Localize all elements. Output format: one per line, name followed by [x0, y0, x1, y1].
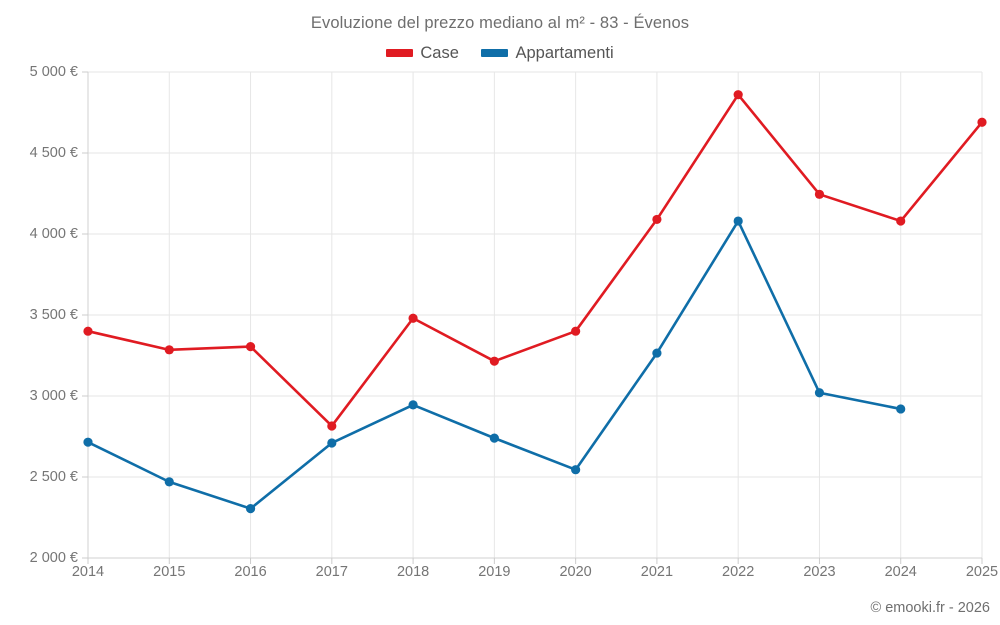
x-axis-tick-label: 2023 — [803, 564, 836, 580]
axis-lines — [82, 71, 983, 564]
data-point-marker[interactable] — [164, 345, 174, 355]
x-axis-tick-label: 2022 — [722, 564, 755, 580]
x-axis-tick-label: 2014 — [71, 564, 105, 580]
data-point-marker[interactable] — [327, 438, 337, 448]
x-axis-tick-label: 2016 — [234, 564, 267, 580]
y-axis-tick-label: 5 000 € — [29, 64, 78, 80]
x-axis-tick-label: 2025 — [965, 564, 999, 580]
data-point-marker[interactable] — [652, 348, 662, 358]
legend-item-appartamenti[interactable]: Appartamenti — [481, 44, 614, 63]
data-point-marker[interactable] — [489, 433, 499, 443]
chart-title: Evoluzione del prezzo mediano al m² - 83… — [310, 14, 690, 32]
y-axis-tick-label: 4 500 € — [29, 145, 78, 161]
data-point-marker[interactable] — [652, 214, 662, 225]
data-point-marker[interactable] — [814, 388, 825, 398]
data-point-marker[interactable] — [245, 503, 256, 514]
x-axis-tick-label: 2018 — [396, 564, 430, 580]
data-point-marker[interactable] — [408, 313, 418, 323]
data-point-marker[interactable] — [814, 189, 825, 199]
copyright-credit: © emooki.fr - 2026 — [870, 600, 990, 616]
y-axis-tick-label: 4 000 € — [29, 226, 78, 242]
data-point-marker[interactable] — [571, 326, 581, 336]
data-point-marker[interactable] — [489, 356, 499, 366]
series-lines — [86, 93, 984, 510]
legend-item-case[interactable]: Case — [386, 44, 459, 63]
x-axis-tick-label: 2017 — [315, 564, 348, 580]
data-point-marker[interactable] — [245, 341, 256, 352]
data-point-marker[interactable] — [896, 404, 906, 414]
series-markers — [83, 90, 987, 514]
data-point-marker[interactable] — [83, 437, 93, 447]
legend-swatch-appartamenti — [481, 48, 509, 57]
x-axis-tick-label: 2015 — [153, 564, 186, 580]
y-axis-tick-label: 3 500 € — [29, 307, 78, 323]
x-axis-tick-label: 2021 — [640, 564, 674, 580]
data-point-marker[interactable] — [733, 216, 743, 226]
legend-label-appartamenti: Appartamenti — [515, 44, 614, 63]
data-point-marker[interactable] — [83, 326, 93, 336]
y-axis-tick-label: 2 000 € — [29, 550, 78, 566]
gridlines — [87, 71, 983, 559]
legend-swatch-case — [386, 48, 414, 57]
data-point-marker[interactable] — [164, 477, 174, 487]
series-line-case — [86, 93, 984, 428]
x-axis-tick-label: 2019 — [478, 564, 511, 580]
x-axis-tick-label: 2020 — [559, 564, 592, 580]
data-point-marker[interactable] — [327, 421, 337, 431]
data-point-marker[interactable] — [896, 216, 906, 226]
data-point-marker[interactable] — [977, 117, 987, 127]
chart-legend: Case Appartamenti — [0, 44, 1000, 63]
y-axis-tick-label: 2 500 € — [29, 469, 78, 485]
data-point-marker[interactable] — [571, 465, 581, 475]
data-point-marker[interactable] — [408, 400, 418, 410]
data-point-marker[interactable] — [733, 90, 743, 100]
legend-label-case: Case — [420, 44, 459, 63]
x-axis-tick-label: 2024 — [884, 564, 917, 580]
y-axis-tick-label: 3 000 € — [29, 388, 78, 404]
